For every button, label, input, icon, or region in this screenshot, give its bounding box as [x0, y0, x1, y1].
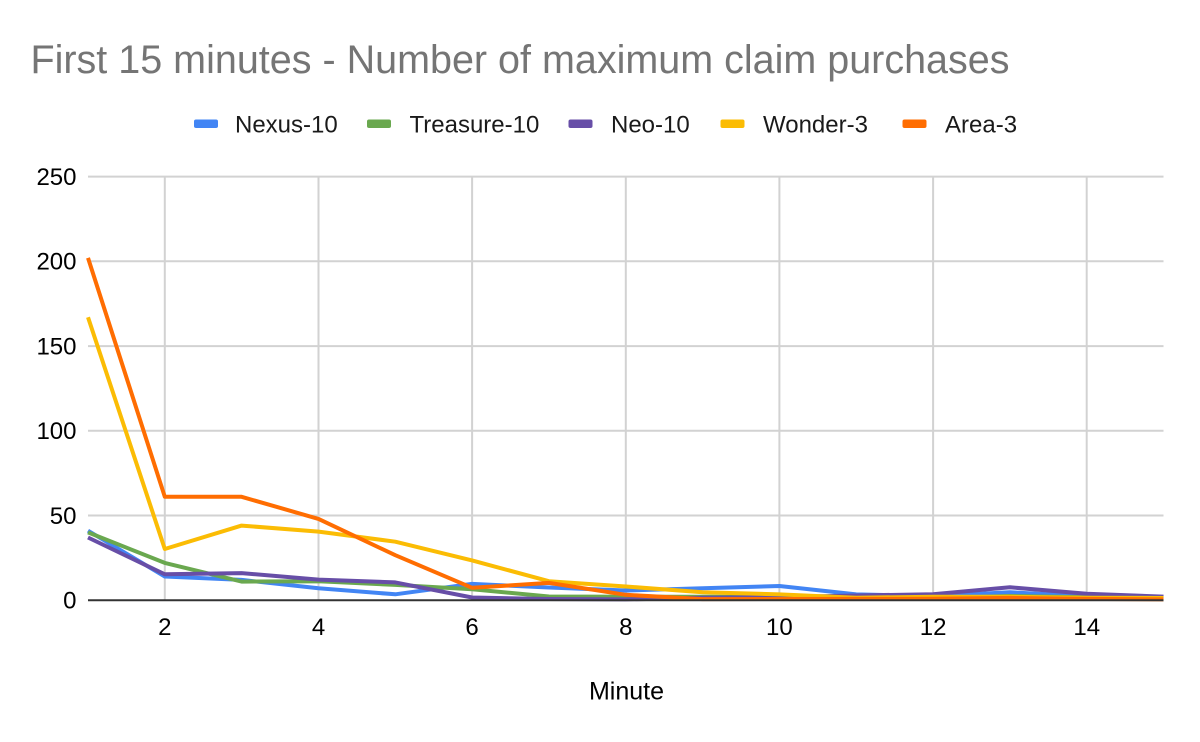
svg-text:Treasure-10: Treasure-10: [410, 112, 540, 139]
svg-text:First 15 minutes - Number of m: First 15 minutes - Number of maximum cla…: [31, 38, 1010, 82]
svg-text:100: 100: [36, 418, 76, 445]
svg-text:Neo-10: Neo-10: [611, 112, 690, 139]
svg-text:200: 200: [36, 249, 76, 276]
svg-text:Wonder-3: Wonder-3: [763, 112, 868, 139]
svg-text:10: 10: [766, 614, 793, 641]
svg-text:Nexus-10: Nexus-10: [235, 112, 338, 139]
svg-text:50: 50: [50, 503, 77, 530]
svg-text:14: 14: [1073, 614, 1100, 641]
svg-text:Minute: Minute: [589, 678, 664, 706]
svg-text:150: 150: [36, 334, 76, 361]
svg-text:2: 2: [158, 614, 171, 641]
svg-text:0: 0: [63, 588, 76, 615]
svg-text:Area-3: Area-3: [945, 112, 1017, 139]
svg-text:12: 12: [920, 614, 947, 641]
svg-text:250: 250: [36, 164, 76, 191]
svg-text:4: 4: [312, 614, 325, 641]
svg-text:6: 6: [465, 614, 478, 641]
svg-text:8: 8: [619, 614, 632, 641]
